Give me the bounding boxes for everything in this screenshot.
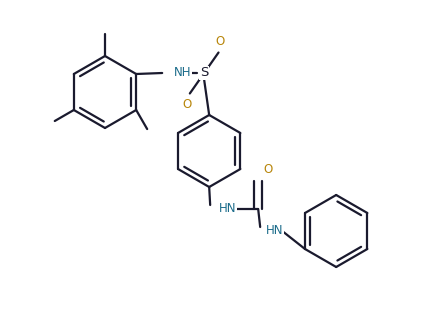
Text: NH: NH: [174, 66, 192, 79]
Text: HN: HN: [219, 203, 237, 216]
Text: S: S: [200, 67, 208, 80]
Text: O: O: [182, 99, 191, 112]
Text: HN: HN: [266, 224, 284, 237]
Text: O: O: [263, 163, 273, 176]
Text: O: O: [215, 35, 225, 48]
